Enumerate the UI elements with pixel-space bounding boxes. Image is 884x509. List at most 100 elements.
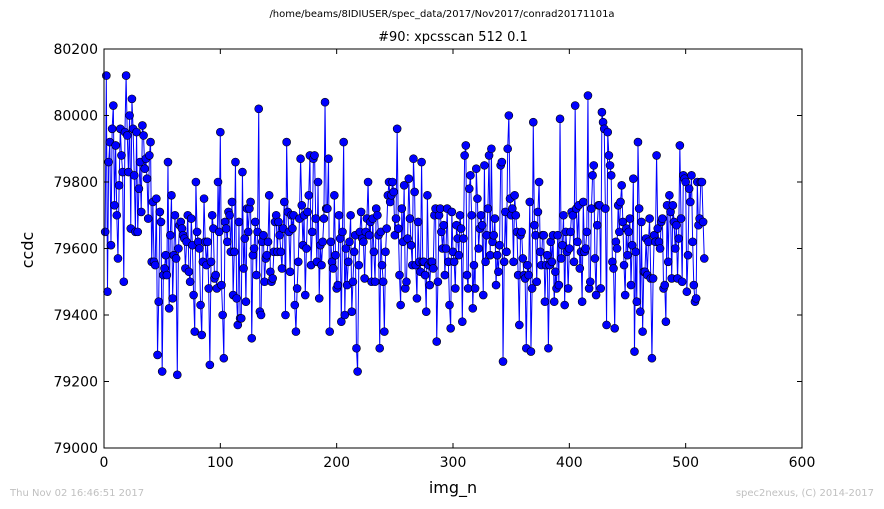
data-point [539, 230, 549, 240]
data-point [250, 217, 260, 227]
data-point [356, 207, 366, 217]
data-point [324, 154, 333, 164]
data-point [672, 220, 681, 230]
data-point [583, 91, 593, 100]
data-point [359, 237, 368, 247]
data-point [616, 197, 625, 207]
data-point [551, 267, 560, 277]
data-point [114, 181, 124, 190]
data-point [142, 174, 152, 183]
data-point [619, 260, 629, 270]
data-point [196, 300, 205, 310]
data-point [568, 210, 578, 220]
data-point [330, 191, 339, 200]
x-tick-label: 0 [100, 455, 109, 471]
data-point [510, 191, 519, 200]
data-point [487, 144, 496, 154]
data-point [167, 191, 176, 200]
data-point [602, 320, 611, 330]
data-point [633, 137, 643, 147]
data-point [566, 227, 575, 237]
data-point [473, 194, 482, 203]
data-point [577, 297, 587, 307]
data-point [428, 264, 438, 273]
data-point [171, 254, 181, 263]
data-point [134, 184, 144, 193]
y-tick-label: 79800 [53, 175, 98, 191]
data-point [331, 250, 340, 260]
data-point [392, 124, 402, 134]
data-point [281, 310, 290, 320]
data-point [111, 141, 120, 150]
data-point [454, 250, 464, 260]
data-point [156, 217, 166, 227]
data-point [247, 333, 257, 343]
data-point [464, 184, 474, 193]
data-point [391, 214, 401, 223]
data-point [528, 117, 538, 127]
data-point [549, 297, 559, 307]
data-point [204, 284, 213, 293]
data-point [325, 327, 334, 336]
data-point [205, 360, 215, 370]
data-point [689, 280, 699, 290]
data-point [218, 310, 227, 320]
data-point [432, 337, 442, 346]
data-point [303, 207, 312, 217]
data-point [558, 240, 567, 250]
data-point [326, 237, 336, 247]
data-point [504, 111, 514, 120]
data-point [670, 244, 680, 253]
data-point [553, 230, 563, 240]
data-point [297, 200, 307, 210]
data-point [491, 280, 501, 290]
data-point [360, 274, 369, 283]
footer-timestamp: Thu Nov 02 16:46:51 2017 [10, 488, 145, 499]
data-point [216, 127, 225, 137]
data-point [318, 237, 328, 247]
data-point [162, 270, 172, 280]
data-point [460, 151, 469, 160]
data-point [413, 217, 423, 227]
data-point [275, 230, 284, 240]
data-point [433, 277, 443, 287]
data-point [317, 260, 326, 270]
data-point [225, 210, 234, 220]
data-point [236, 314, 246, 323]
data-point [319, 214, 329, 223]
data-point [423, 191, 432, 200]
data-point [681, 177, 690, 187]
data-point [661, 317, 671, 326]
data-point [630, 347, 639, 356]
data-point [603, 127, 613, 137]
data-point [635, 307, 645, 316]
data-point [420, 270, 430, 280]
data-point [223, 237, 232, 247]
data-point [497, 157, 507, 167]
data-point [112, 210, 122, 220]
data-point [658, 214, 667, 223]
data-point [425, 280, 435, 290]
data-point [378, 277, 388, 287]
data-point [677, 277, 687, 287]
data-point [526, 347, 536, 356]
data-point [184, 267, 194, 277]
data-point [609, 264, 618, 273]
data-point [688, 237, 697, 247]
data-point [588, 171, 597, 180]
y-tick-label: 79600 [53, 242, 98, 258]
data-point [352, 343, 361, 353]
data-point [363, 177, 373, 187]
data-point [573, 237, 582, 247]
data-point [381, 247, 390, 257]
data-point [417, 157, 426, 167]
data-point [480, 161, 489, 170]
data-point [445, 300, 454, 310]
data-point [404, 174, 414, 183]
data-point [627, 240, 637, 250]
data-point [511, 210, 521, 220]
data-point [240, 234, 250, 243]
data-point [668, 200, 678, 210]
data-point [113, 254, 123, 263]
data-point [262, 250, 272, 260]
